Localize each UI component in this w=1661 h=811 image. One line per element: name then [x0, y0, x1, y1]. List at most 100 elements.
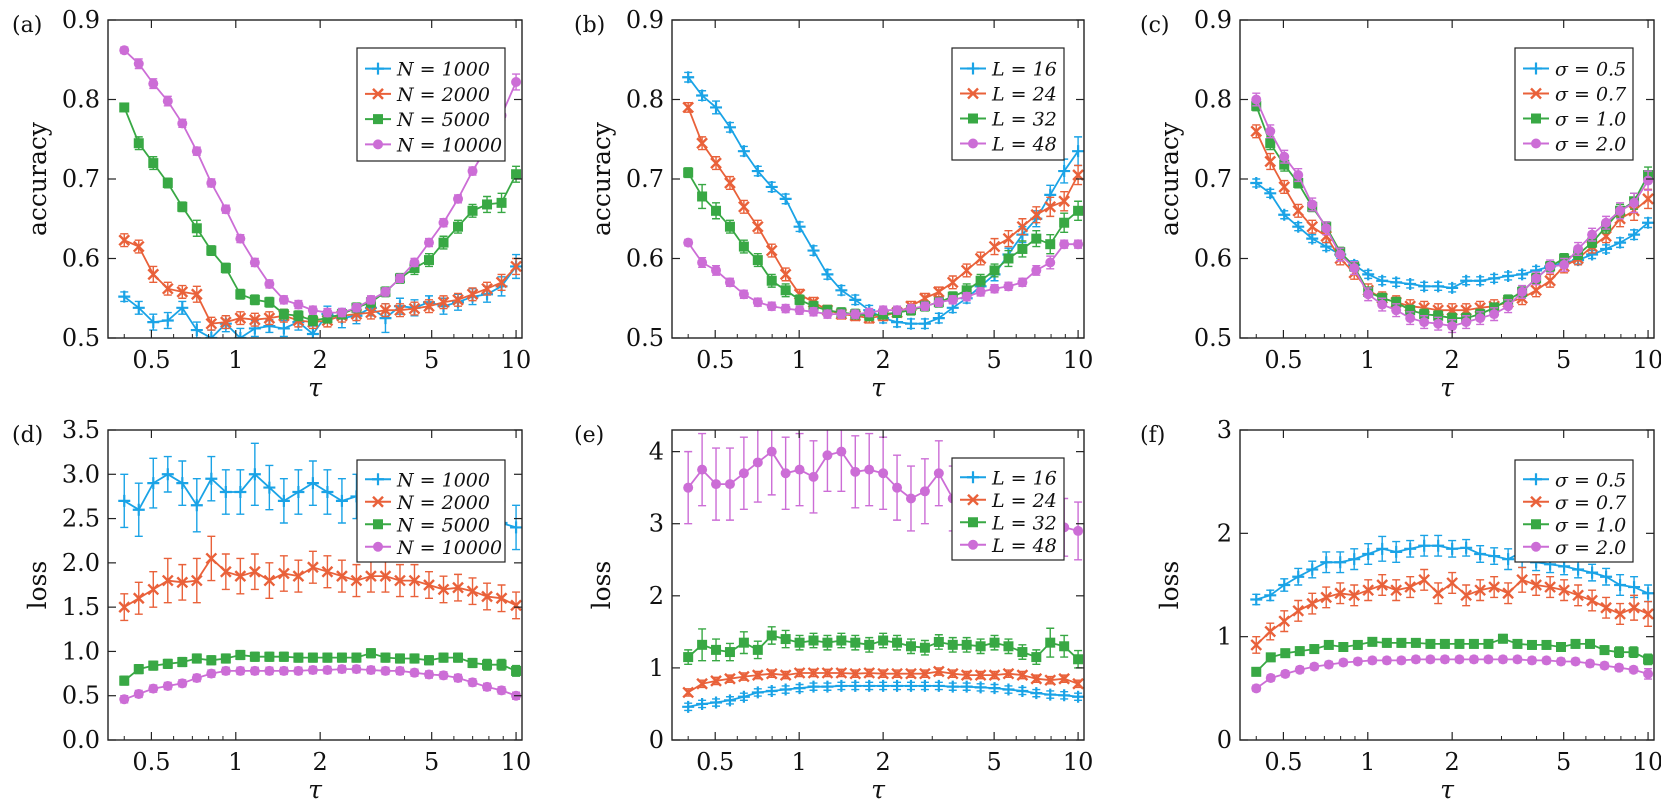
chart-panel-1: 0.5 1 2 5 10 0.5 0.6 0.7 0.8 0.9 τ accuracy (a) N = 1…	[12, 6, 531, 402]
data-point	[933, 297, 944, 308]
data-point	[696, 677, 708, 690]
series-3	[119, 102, 522, 326]
data-point	[133, 138, 144, 149]
data-point	[765, 667, 778, 680]
chart-panel-4: 0.5 1 2 5 10 0.0 0.5 1.0 1.5 2.0 2.5 3.0 3.5 τ loss (d)…	[12, 416, 531, 804]
data-point	[220, 204, 231, 215]
data-point	[1425, 638, 1436, 649]
data-point	[794, 637, 805, 648]
data-point	[161, 314, 174, 327]
data-point	[1044, 688, 1057, 701]
legend-marker	[372, 495, 384, 508]
plot-frame	[671, 429, 1085, 741]
data-point	[1432, 539, 1445, 552]
data-point	[1439, 638, 1450, 649]
data-point	[249, 651, 260, 662]
data-point	[1294, 646, 1305, 657]
data-point	[1309, 644, 1320, 655]
data-point	[220, 263, 231, 274]
data-point	[437, 583, 450, 596]
data-point	[1003, 253, 1014, 264]
data-point	[1396, 637, 1407, 648]
data-point	[711, 205, 722, 216]
data-point	[264, 665, 275, 676]
data-point	[133, 688, 144, 699]
data-point	[495, 592, 508, 605]
y-tick-label: 1.5	[62, 593, 100, 621]
data-point	[1541, 655, 1552, 666]
data-point	[821, 680, 834, 693]
data-point	[510, 260, 522, 273]
data-point	[1030, 687, 1043, 700]
data-point	[836, 309, 847, 320]
legend-marker	[1531, 138, 1541, 149]
y-tick-label: 0.9	[62, 6, 100, 34]
data-point	[807, 680, 820, 693]
x-axis-label: τ	[1440, 775, 1455, 804]
data-point	[322, 652, 333, 663]
data-point	[1072, 145, 1084, 158]
series-2	[682, 665, 1084, 699]
data-point	[836, 635, 847, 646]
legend-marker	[1531, 113, 1541, 124]
y-tick-label: 1	[649, 654, 664, 682]
data-point	[822, 309, 833, 320]
data-point	[1614, 579, 1627, 591]
data-point	[765, 244, 778, 257]
data-point	[779, 683, 792, 696]
data-point	[351, 652, 362, 663]
panel-label: (c)	[1140, 13, 1170, 38]
data-point	[1362, 268, 1375, 281]
data-point	[808, 635, 819, 646]
data-point	[176, 477, 189, 490]
data-point	[1320, 591, 1333, 604]
x-tick-label: 5	[986, 748, 1001, 776]
data-point	[1058, 165, 1071, 178]
panel-label: (f)	[1140, 423, 1165, 448]
data-point	[177, 118, 188, 129]
data-point	[1072, 169, 1084, 181]
data-point	[1280, 648, 1291, 659]
data-point	[892, 482, 903, 493]
data-point	[737, 145, 750, 158]
series-line	[123, 49, 517, 314]
y-tick-label: 0.6	[626, 245, 664, 273]
data-point	[793, 682, 806, 695]
data-point	[905, 641, 916, 652]
data-point	[162, 680, 173, 691]
data-point	[278, 309, 289, 320]
data-point	[394, 665, 405, 676]
y-tick-label: 3.0	[62, 460, 100, 488]
data-point	[394, 273, 405, 284]
data-point	[1432, 280, 1445, 293]
data-point	[904, 679, 917, 692]
data-point	[765, 180, 778, 193]
data-point	[321, 565, 334, 578]
data-point	[682, 686, 695, 699]
data-point	[989, 265, 1000, 276]
data-point	[1628, 228, 1641, 241]
data-point	[220, 653, 231, 664]
data-point	[974, 681, 987, 694]
series-1	[682, 679, 1084, 713]
legend-marker	[372, 473, 384, 486]
data-point	[409, 667, 420, 678]
data-point	[919, 667, 931, 680]
data-point	[710, 101, 723, 114]
data-point	[835, 679, 848, 692]
data-point	[1002, 232, 1015, 245]
data-point	[752, 255, 763, 266]
legend-label: N = 1000	[396, 59, 490, 81]
data-point	[960, 680, 973, 693]
data-point	[132, 503, 145, 516]
data-point	[794, 305, 805, 316]
data-point	[1475, 313, 1486, 324]
data-point	[191, 223, 202, 234]
data-point	[947, 639, 958, 650]
x-tick-label: 10	[501, 748, 532, 776]
series-line	[1255, 637, 1649, 673]
data-point	[1390, 276, 1403, 289]
data-point	[1468, 654, 1479, 665]
data-point	[808, 306, 819, 317]
